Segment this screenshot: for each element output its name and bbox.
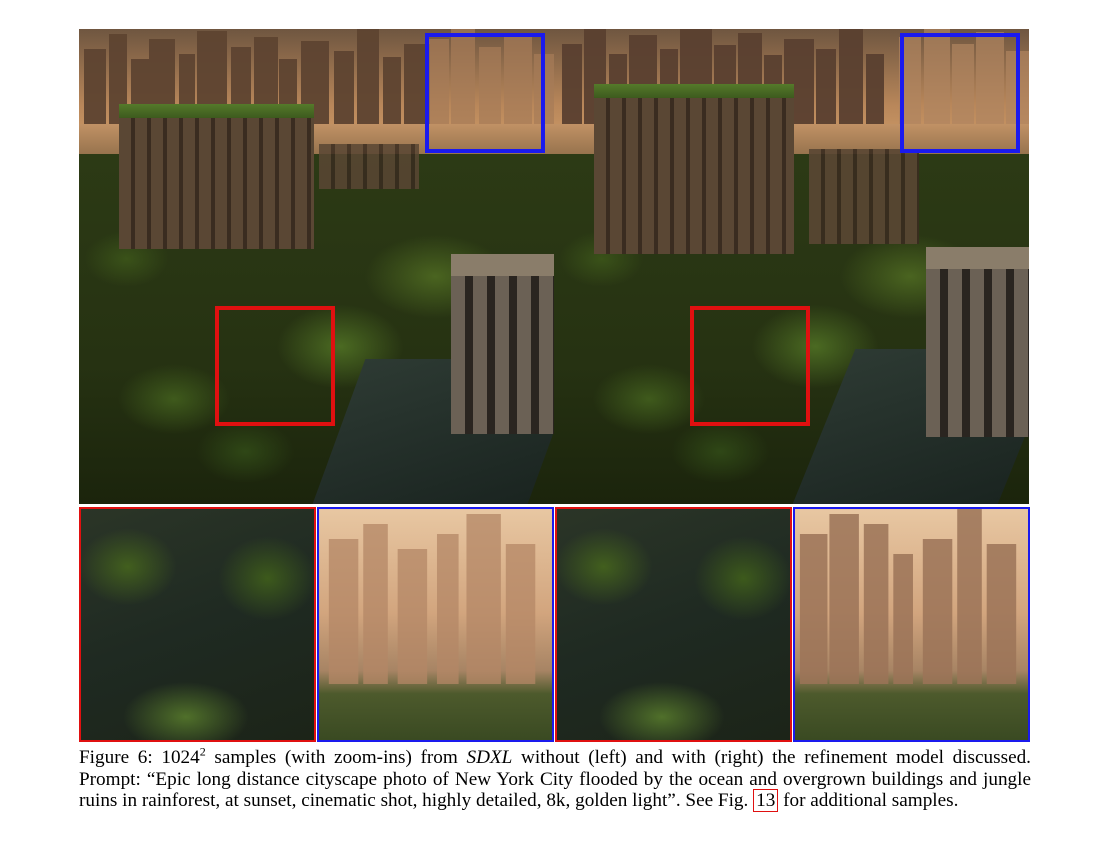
figure-reference-link[interactable]: 13 [753, 789, 779, 812]
sample-size: 10242 [161, 744, 206, 768]
overgrown-building [594, 84, 794, 254]
model-name: SDXL [466, 747, 513, 768]
main-image-right [554, 29, 1029, 504]
figure-6 [79, 29, 1030, 742]
zoom-left-blue [317, 507, 554, 742]
ruined-building [809, 149, 919, 244]
red-zoom-region [690, 306, 810, 426]
zoom-right-red [555, 507, 792, 742]
main-image-left [79, 29, 554, 504]
ruined-building [319, 144, 419, 189]
red-zoom-region [215, 306, 335, 426]
blue-zoom-region [425, 33, 545, 153]
flooded-building [926, 247, 1029, 437]
overgrown-building [119, 104, 314, 249]
figure-caption: Figure 6: 10242 samples (with zoom-ins) … [79, 744, 1031, 812]
blue-zoom-region [900, 33, 1020, 153]
flooded-building [451, 254, 554, 434]
figure-label: Figure 6: [79, 747, 153, 768]
zoom-left-red [79, 507, 316, 742]
zoom-right-blue [793, 507, 1030, 742]
